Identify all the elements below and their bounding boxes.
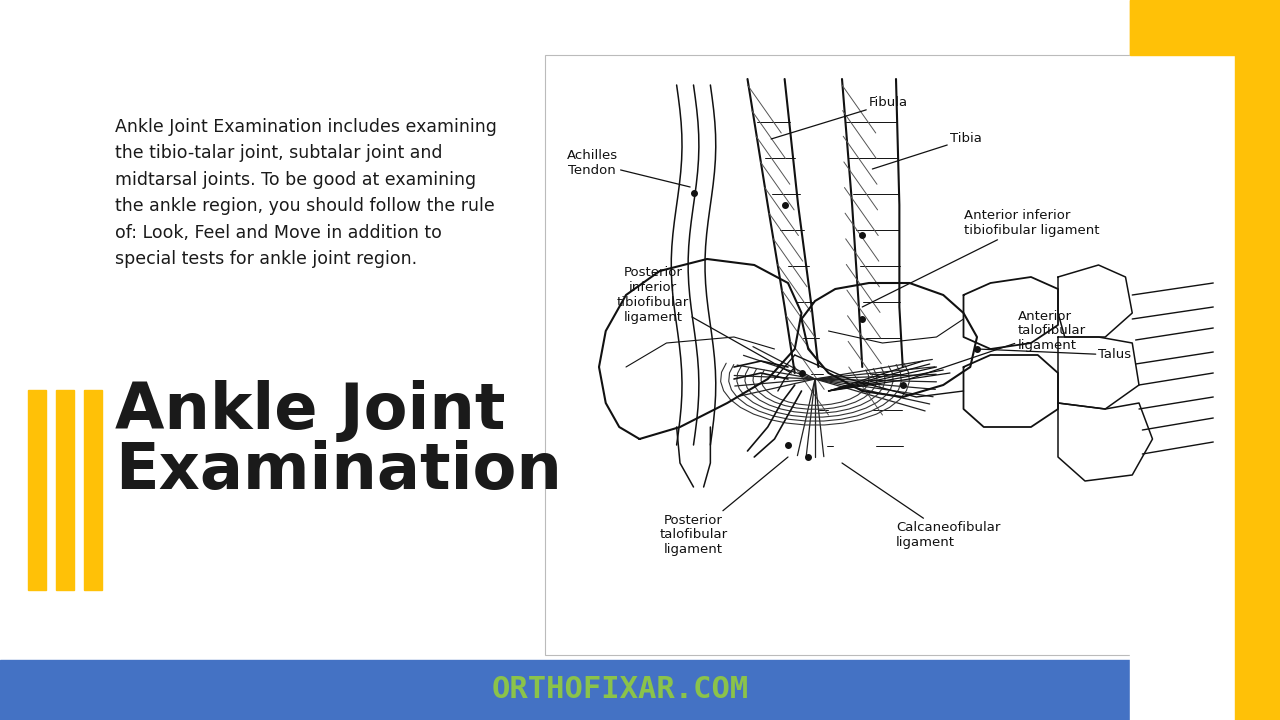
Bar xyxy=(1130,55,1235,720)
Text: ORTHOFIXAR.COM: ORTHOFIXAR.COM xyxy=(492,675,749,704)
Text: Tibia: Tibia xyxy=(873,132,982,169)
Bar xyxy=(1130,0,1235,55)
Text: Achilles
Tendon: Achilles Tendon xyxy=(567,149,690,187)
Bar xyxy=(1130,0,1235,55)
Bar xyxy=(56,390,74,590)
Bar xyxy=(28,390,46,590)
Text: Fibula: Fibula xyxy=(771,96,908,139)
Text: Ankle Joint: Ankle Joint xyxy=(115,380,506,442)
Text: Posterior
inferior
tibiofibular
ligament: Posterior inferior tibiofibular ligament xyxy=(617,266,791,373)
Bar xyxy=(0,660,1240,720)
Text: Posterior
talofibular
ligament: Posterior talofibular ligament xyxy=(659,457,788,557)
Bar xyxy=(545,55,1220,655)
Text: Anterior
talofibular
ligament: Anterior talofibular ligament xyxy=(910,310,1085,379)
Text: Ankle Joint Examination includes examining
the tibio-talar joint, subtalar joint: Ankle Joint Examination includes examini… xyxy=(115,118,497,268)
Bar xyxy=(1235,0,1280,720)
Bar xyxy=(84,390,102,590)
Text: Calcaneofibular
ligament: Calcaneofibular ligament xyxy=(842,463,1001,549)
Text: Examination: Examination xyxy=(115,440,562,502)
Text: Anterior inferior
tibiofibular ligament: Anterior inferior tibiofibular ligament xyxy=(863,209,1100,307)
Bar xyxy=(1235,0,1280,720)
Text: Talus: Talus xyxy=(977,348,1132,361)
